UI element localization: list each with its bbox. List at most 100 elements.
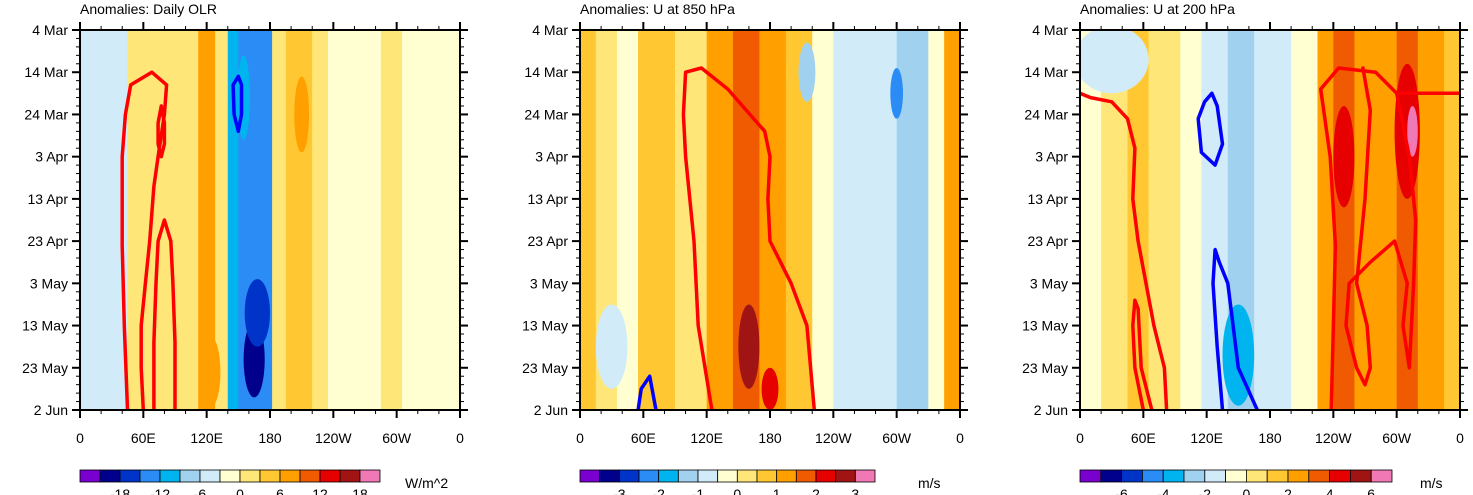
colorbar-label: -2 xyxy=(652,486,665,495)
y-tick-label: 4 Mar xyxy=(32,22,68,38)
colorbar-swatch xyxy=(1162,469,1185,483)
colorbar-swatch xyxy=(579,469,601,483)
y-tick-label: 2 Jun xyxy=(1034,402,1068,418)
panel-u200: Anomalies: U at 200 hPa 4 Mar 14 Mar 24 Ma… xyxy=(1022,1,1468,495)
plot-area xyxy=(80,30,460,410)
x-tick-label: 60E xyxy=(631,430,656,446)
colorbar-label: -2 xyxy=(1199,486,1212,495)
panel-olr: Anomalies: Daily OLR 4 Mar 14 Mar 24 Mar 3 … xyxy=(22,1,468,495)
colorbar-swatch xyxy=(736,469,758,483)
contour-2 xyxy=(152,218,177,410)
x-tick-label: 180 xyxy=(258,430,282,446)
x-tick-label: 120E xyxy=(1190,430,1223,446)
anomaly-band-8 xyxy=(1291,30,1318,410)
x-tick-label: 180 xyxy=(758,430,782,446)
colorbar-swatch xyxy=(219,469,241,483)
colorbar-label: 18 xyxy=(352,486,368,495)
anomaly-band-4 xyxy=(1180,30,1202,410)
plot-area xyxy=(1080,30,1460,410)
y-tick-label: 13 Apr xyxy=(28,191,69,207)
y-tick-label: 23 May xyxy=(22,360,68,376)
y-tick-label: 23 Apr xyxy=(28,233,69,249)
colorbar-label: 2 xyxy=(1284,486,1292,495)
colorbar-swatch xyxy=(815,469,837,483)
y-tick-label: 4 Mar xyxy=(1032,22,1068,38)
anomaly-band-9 xyxy=(1317,30,1334,410)
contour-2 xyxy=(1318,66,1460,410)
colorbar-label: 1 xyxy=(773,486,781,495)
colorbar-swatch xyxy=(1350,469,1372,483)
x-tick-label: 60W xyxy=(882,430,912,446)
x-tick-label: 120W xyxy=(815,430,852,446)
contour-1 xyxy=(1131,298,1154,410)
colorbar-label: -12 xyxy=(150,486,170,495)
anomaly-band-7 xyxy=(1254,30,1292,410)
colorbar-swatch xyxy=(854,469,876,483)
panel-u850: Anomalies: U at 850 hPa 4 Mar 14 Mar 24 Ma… xyxy=(522,1,968,495)
anomaly-band-14 xyxy=(380,30,403,410)
panel-title-u850: Anomalies: U at 850 hPa xyxy=(580,1,735,17)
y-tick-label: 14 Mar xyxy=(1024,64,1068,80)
colorbar-swatch xyxy=(139,469,161,483)
anomaly-band-3 xyxy=(1148,30,1181,410)
y-tick-label: 24 Mar xyxy=(524,106,568,122)
panel-title-olr: Anomalies: Daily OLR xyxy=(80,1,217,17)
contour-1 xyxy=(156,104,167,159)
x-tick-label: 120E xyxy=(190,430,223,446)
colorbar-swatch xyxy=(1370,469,1393,483)
anomaly-band-9 xyxy=(812,30,834,410)
y-tick-label: 23 Apr xyxy=(1028,233,1069,249)
colorbar-swatch xyxy=(776,469,797,483)
contour-3 xyxy=(231,74,244,134)
anomaly-band-0 xyxy=(80,30,107,410)
anomaly-band-15 xyxy=(1444,30,1460,410)
x-tick-label: 120E xyxy=(690,430,723,446)
x-tick-label: 120W xyxy=(1315,430,1352,446)
anomaly-band-7 xyxy=(227,30,239,410)
colorbar-swatch xyxy=(99,469,121,483)
y-tick-label: 23 Apr xyxy=(528,233,569,249)
colorbar-swatch xyxy=(1121,469,1143,483)
anomaly-patch-2 xyxy=(294,76,310,153)
x-tick-label: 60W xyxy=(1382,430,1412,446)
contour-0 xyxy=(681,66,817,410)
colorbar-label: 4 xyxy=(1326,486,1334,495)
contour-0 xyxy=(1080,91,1169,410)
anomaly-band-2 xyxy=(616,30,639,410)
x-tick-label: 0 xyxy=(956,430,964,446)
colorbar-swatch xyxy=(599,469,620,483)
y-tick-label: 13 May xyxy=(1022,318,1068,334)
colorbar-label: 6 xyxy=(276,486,284,495)
colorbar-swatch xyxy=(1266,469,1289,483)
y-tick-label: 2 Jun xyxy=(34,402,68,418)
colorbar-swatch xyxy=(1287,469,1310,483)
anomaly-patch-1 xyxy=(761,367,779,410)
anomaly-band-4 xyxy=(183,30,199,410)
colorbar-swatch xyxy=(1142,469,1164,483)
colorbar-swatch xyxy=(199,469,221,483)
y-tick-label: 23 May xyxy=(522,360,568,376)
colorbar-swatch xyxy=(677,469,699,483)
colorbar-swatch xyxy=(1246,469,1268,483)
colorbar-swatch xyxy=(1204,469,1227,483)
anomaly-patch-1 xyxy=(1394,63,1420,199)
x-tick-label: 0 xyxy=(456,430,464,446)
colorbar-label: -1 xyxy=(692,486,705,495)
anomaly-patch-3 xyxy=(890,68,904,119)
anomaly-band-13 xyxy=(328,30,382,410)
colorbar-label: -3 xyxy=(613,486,626,495)
colorbar-swatch xyxy=(1308,469,1331,483)
anomaly-patch-4 xyxy=(595,304,628,389)
anomaly-band-12 xyxy=(312,30,329,410)
colorbar-swatch xyxy=(697,469,719,483)
colorbar-label: 6 xyxy=(1367,486,1375,495)
x-tick-label: 120W xyxy=(315,430,352,446)
x-tick-label: 0 xyxy=(576,430,584,446)
contour-0 xyxy=(120,70,169,410)
x-tick-label: 60E xyxy=(1131,430,1156,446)
colorbar-swatch xyxy=(159,469,181,483)
anomaly-band-10 xyxy=(833,30,866,410)
anomaly-patch-0 xyxy=(1333,106,1355,208)
colorbar-swatch xyxy=(658,469,679,483)
